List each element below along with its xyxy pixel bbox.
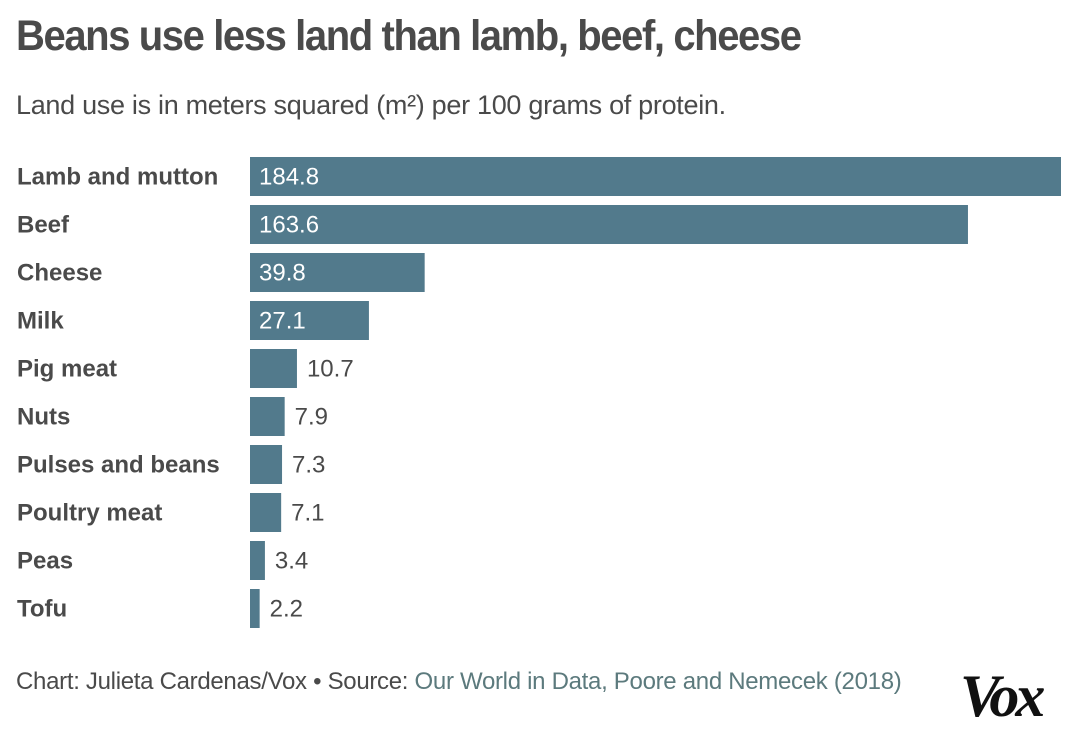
category-label: Peas [17, 548, 73, 575]
bar-row: Peas 3.4 [17, 541, 308, 580]
bar [250, 397, 285, 436]
category-label: Cheese [17, 260, 102, 287]
bar [250, 589, 260, 628]
bar-row: Pulses and beans 7.3 [17, 445, 325, 484]
bar [250, 541, 265, 580]
bar [250, 301, 369, 340]
value-label: 163.6 [259, 212, 319, 239]
category-label: Pig meat [17, 356, 117, 383]
bar [250, 253, 425, 292]
value-label: 184.8 [259, 164, 319, 191]
bar [250, 445, 283, 484]
source-link[interactable]: Our World in Data, Poore and Nemecek (20… [414, 668, 902, 695]
bar-row: Cheese 39.8 [17, 253, 425, 292]
bar-row: Lamb and mutton 184.8 [17, 157, 1061, 196]
bar [250, 349, 297, 388]
value-label: 7.3 [292, 452, 325, 479]
category-label: Nuts [17, 404, 70, 431]
bar [250, 205, 968, 244]
value-label: 7.9 [295, 404, 328, 431]
bar-row: Tofu 2.2 [17, 589, 303, 628]
chart-credit: Chart: Julieta Cardenas/Vox • Source: [16, 668, 415, 695]
vox-logo: Vox [960, 663, 1045, 729]
bar-row: Pig meat 10.7 [17, 349, 354, 388]
bar-row: Milk 27.1 [17, 301, 369, 340]
value-label: 10.7 [307, 356, 354, 383]
category-label: Beef [17, 212, 70, 239]
chart-title: Beans use less land than lamb, beef, che… [16, 12, 802, 60]
bar-row: Beef 163.6 [17, 205, 968, 244]
chart-footer: Chart: Julieta Cardenas/Vox • Source: Ou… [16, 668, 936, 696]
bar-row: Nuts 7.9 [17, 397, 328, 436]
category-label: Poultry meat [17, 500, 162, 527]
bar-chart: Lamb and mutton 184.8 Beef 163.6 Cheese 39.8 M… [17, 157, 1061, 628]
category-label: Milk [17, 308, 64, 335]
bar [250, 493, 282, 532]
value-label: 27.1 [259, 308, 306, 335]
value-label: 7.1 [291, 500, 324, 527]
chart-subtitle: Land use is in meters squared (m²) per 1… [16, 90, 726, 120]
value-label: 39.8 [259, 260, 306, 287]
category-label: Lamb and mutton [17, 164, 218, 191]
value-label: 2.2 [270, 596, 303, 623]
value-label: 3.4 [275, 548, 308, 575]
bar [250, 157, 1061, 196]
category-label: Tofu [17, 596, 67, 623]
bar-row: Poultry meat 7.1 [17, 493, 325, 532]
category-label: Pulses and beans [17, 452, 220, 479]
